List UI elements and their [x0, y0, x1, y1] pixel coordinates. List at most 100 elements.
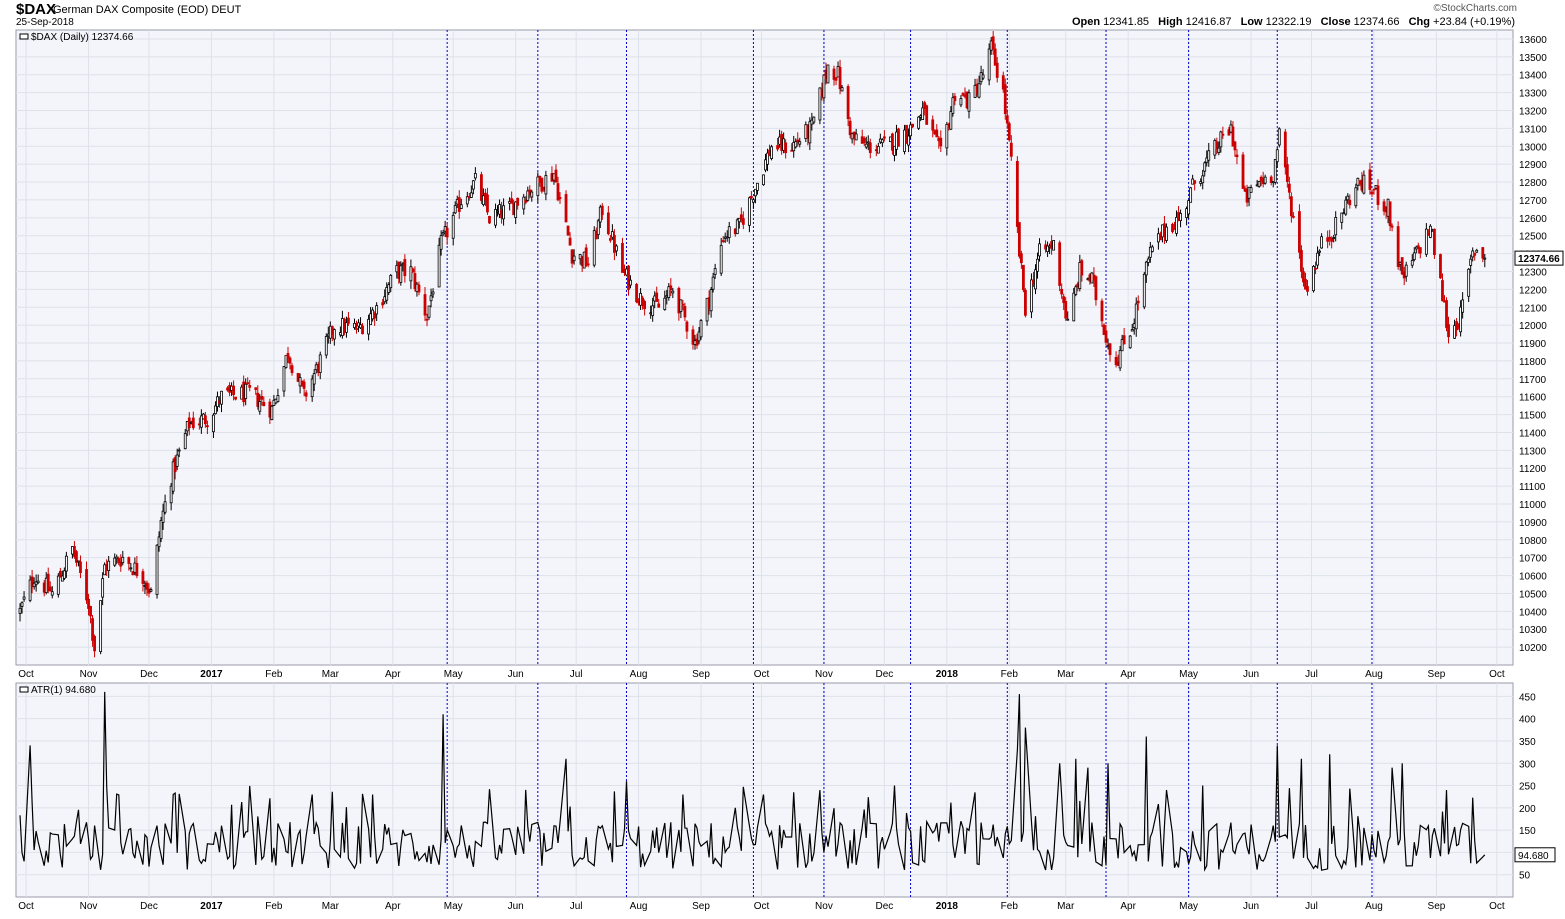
candle-body	[671, 290, 675, 294]
candle-body	[1136, 300, 1140, 304]
candle-body	[290, 365, 294, 374]
x-tick-label: Jul	[1305, 669, 1318, 680]
x-tick-label: Aug	[630, 669, 648, 680]
candle-body	[612, 234, 616, 253]
candle-body	[1005, 115, 1009, 124]
candle-body	[18, 607, 22, 614]
candle-body	[526, 190, 530, 201]
candle-body	[1189, 187, 1193, 203]
candle-body	[473, 173, 477, 179]
y-tick-label: 11700	[1519, 375, 1547, 386]
candle-body	[705, 297, 709, 322]
candle-body	[897, 128, 900, 147]
candle-body	[262, 401, 266, 407]
candle-body	[1334, 217, 1338, 236]
y-tick-label: 12500	[1519, 232, 1547, 243]
candle-body	[564, 194, 568, 223]
candle-body	[721, 240, 725, 242]
candle-body	[1483, 257, 1487, 260]
candle-body	[1340, 212, 1344, 223]
candle-body	[149, 589, 153, 592]
candle-body	[762, 174, 765, 186]
candle-body	[1461, 299, 1465, 313]
candle-body	[600, 205, 604, 216]
plot-area	[15, 29, 1514, 666]
candle-body	[502, 205, 505, 220]
candle-body	[177, 449, 181, 452]
candle-body	[1146, 258, 1150, 263]
candle-body	[1165, 226, 1168, 241]
y-tick-label: 11100	[1519, 482, 1546, 493]
candle-body	[355, 328, 358, 330]
y-tick-label: 11600	[1519, 393, 1547, 404]
candle-body	[544, 175, 548, 195]
x-tick-label: May	[1179, 669, 1198, 680]
y-tick-label: 10900	[1519, 518, 1547, 529]
candle-body	[1207, 150, 1211, 161]
candle-body	[304, 392, 308, 397]
candle-body	[367, 318, 370, 335]
x-tick-label: Apr	[385, 669, 401, 680]
atr-panel: 50100150200250300350400450OctNovDec2017F…	[15, 682, 1556, 912]
candle-body	[488, 216, 491, 224]
y-tick-label: 13500	[1519, 53, 1547, 64]
candle-body	[1257, 181, 1261, 187]
candle-body	[794, 141, 798, 148]
candle-body	[1108, 343, 1112, 356]
candle-body	[1372, 188, 1376, 191]
x-tick-label: Nov	[815, 901, 833, 912]
candle-body	[1263, 176, 1267, 184]
candle-body	[711, 276, 715, 290]
y-tick-label: 11500	[1519, 411, 1547, 422]
x-tick-label: Nov	[80, 901, 98, 912]
candle-body	[643, 301, 647, 310]
x-tick-label: Nov	[80, 669, 98, 680]
candle-body	[1175, 216, 1178, 234]
candle-body	[967, 92, 971, 112]
candle-body	[248, 385, 252, 388]
candle-body	[1072, 292, 1076, 322]
candle-body	[695, 338, 699, 346]
candle-body	[1038, 243, 1041, 257]
symbol-name: German DAX Composite (EOD) DEUT	[53, 4, 242, 16]
candle-body	[1062, 296, 1066, 304]
candle-body	[764, 159, 767, 171]
candle-body	[1046, 245, 1049, 252]
candle-body	[62, 570, 66, 579]
candle-body	[554, 169, 558, 183]
candle-body	[451, 214, 455, 239]
candle-body	[1283, 131, 1287, 168]
candle-body	[318, 354, 322, 373]
legend-label: $DAX (Daily) 12374.66	[31, 32, 134, 43]
candle-body	[935, 129, 939, 138]
x-tick-label: 2018	[936, 901, 959, 912]
candle-body	[212, 414, 215, 433]
candle-body	[36, 580, 40, 584]
candle-body	[169, 485, 173, 504]
candle-body	[399, 265, 403, 283]
candle-body	[425, 318, 429, 321]
atr-line	[19, 691, 1486, 872]
candle-body	[1120, 339, 1124, 352]
candle-body	[1475, 249, 1479, 253]
x-tick-label: Oct	[754, 901, 770, 912]
candle-body	[417, 284, 421, 293]
y-tick-label: 11900	[1519, 339, 1547, 350]
candle-body	[141, 571, 145, 584]
candle-body	[747, 197, 751, 226]
candle-body	[752, 199, 755, 203]
candle-body	[621, 242, 624, 273]
candle-body	[949, 111, 953, 130]
candle-body	[737, 217, 741, 223]
candle-body	[389, 275, 393, 289]
x-tick-label: Oct	[1489, 901, 1505, 912]
candle-body	[1060, 288, 1064, 295]
candle-body	[991, 36, 995, 50]
candle-body	[1410, 260, 1414, 266]
y-tick-label: 12300	[1519, 267, 1547, 278]
candle-body	[1247, 186, 1251, 199]
candle-body	[1217, 147, 1221, 154]
candle-body	[713, 268, 717, 275]
candle-body	[931, 119, 935, 131]
candle-body	[129, 567, 133, 570]
